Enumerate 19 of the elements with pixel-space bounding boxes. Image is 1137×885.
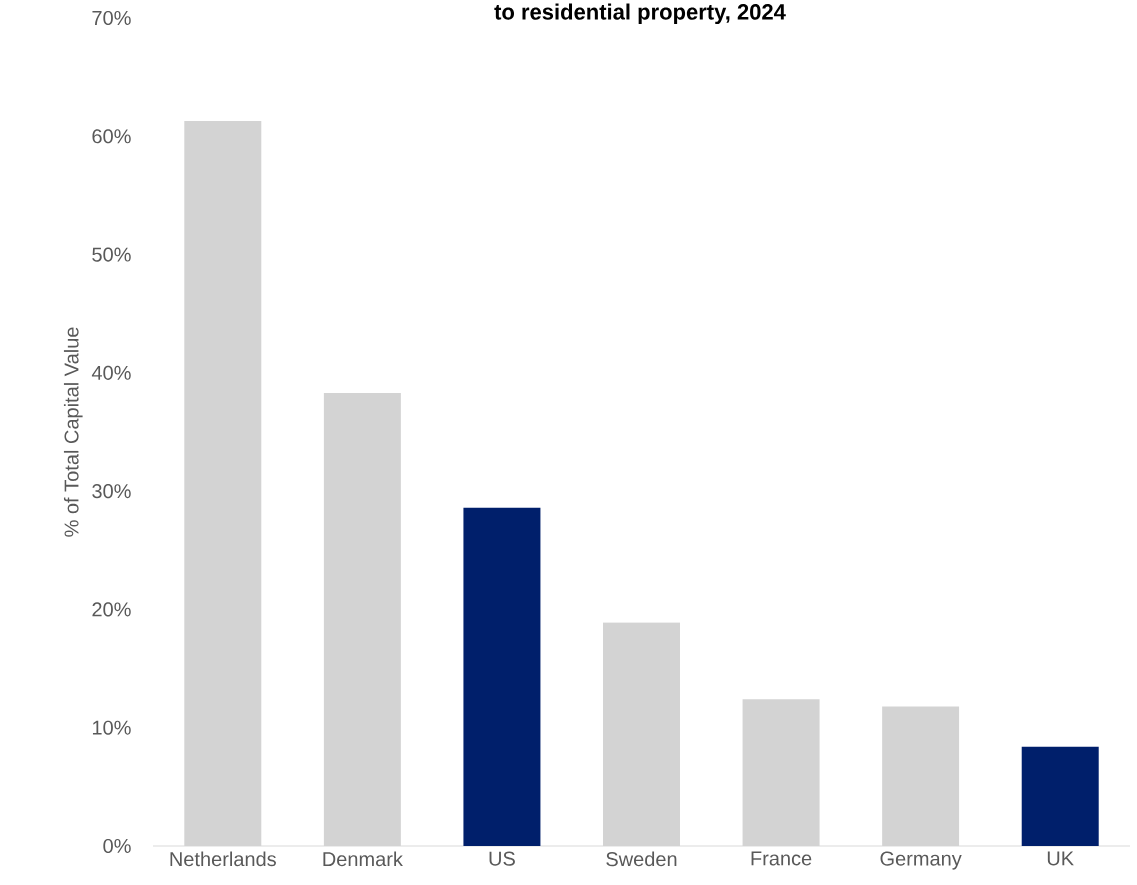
y-tick-label: 10% [92,720,131,735]
x-tick-label: Denmark [323,851,403,867]
y-tick-label: 0% [103,838,131,854]
y-tick-label: 60% [92,129,131,144]
y-tick-label: 50% [92,247,131,262]
y-tick-label: 70% [92,10,131,26]
x-tick-label: UK [1047,851,1074,866]
x-tick-label: Germany [880,851,962,870]
x-tick-label: US [489,851,515,866]
bar [1021,746,1099,846]
x-tick-label: Netherlands [170,851,276,867]
x-tick-label: Sweden [606,851,677,867]
y-tick-label: 40% [91,365,131,380]
y-tick-label: 30% [92,484,131,499]
chart-title: to residential property, 2024 [494,3,786,25]
y-axis-title: % of Total Capital Value [63,327,83,537]
y-tick-label: 20% [92,602,131,617]
x-tick-label: France [751,851,812,866]
bar [463,507,541,846]
